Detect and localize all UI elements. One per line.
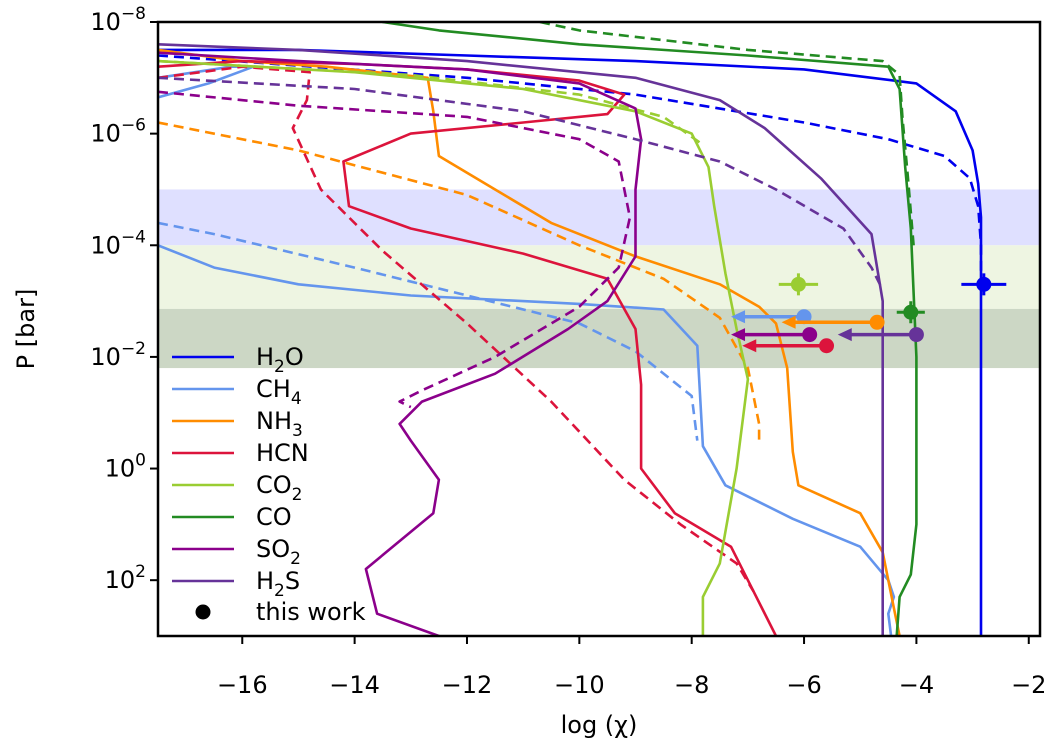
legend-h2o-suffix: O xyxy=(285,343,304,371)
legend-so2-label: SO2 xyxy=(256,535,301,569)
hcn-arrowhead xyxy=(742,339,757,353)
legend-so2-subscript: 2 xyxy=(290,549,301,569)
so2-upper-limit-point xyxy=(802,327,818,343)
legend-nh3-label: NH3 xyxy=(256,407,303,441)
y-tick-label: 100 xyxy=(105,451,146,483)
h2o-measurement-point xyxy=(976,276,992,292)
nh3-upper-limit-point xyxy=(869,314,885,330)
co-dashed-line xyxy=(539,22,915,246)
y-tick-label: 10−6 xyxy=(90,116,146,148)
ch4-solid-line xyxy=(158,244,896,636)
legend-co-label: CO xyxy=(256,503,292,531)
ch4-upper-limit-point xyxy=(796,309,812,325)
h2s-solid-line xyxy=(158,43,884,636)
co2-measurement-point xyxy=(790,276,806,292)
x-tick-label: −14 xyxy=(329,671,380,699)
legend-h2s-label: H2S xyxy=(256,567,300,601)
co-solid-line xyxy=(381,22,918,636)
so2-dashed-line xyxy=(158,90,632,409)
legend-ch4-label: CH4 xyxy=(256,375,302,409)
h2s-dashed-line xyxy=(158,76,884,291)
plot-frame xyxy=(156,20,1042,638)
y-tick-label: 10−4 xyxy=(90,227,146,259)
y-tick-label: 10−8 xyxy=(90,4,146,36)
legend-h2o-subscript: 2 xyxy=(274,357,285,377)
this-work-measurements xyxy=(731,273,1007,354)
h2s-arrowhead xyxy=(837,328,852,342)
x-tick-label: −4 xyxy=(899,671,934,699)
legend-h2s-subscript: 2 xyxy=(274,581,285,601)
legend-co2-label: CO2 xyxy=(256,471,302,505)
h2s-upper-limit-point xyxy=(908,327,924,343)
x-axis-label: log (χ) xyxy=(561,711,638,739)
so2-solid-line xyxy=(158,51,643,636)
co-measurement-point xyxy=(903,304,919,320)
y-tick-exponent: 0 xyxy=(135,451,146,471)
legend-this-work-marker xyxy=(195,604,211,620)
co2-dashed-line xyxy=(158,59,704,146)
y-tick-exponent: −8 xyxy=(121,4,146,24)
band-1 xyxy=(158,189,1040,246)
x-tick-label: −8 xyxy=(674,671,709,699)
legend-nh3-subscript: 3 xyxy=(292,421,303,441)
nh3-arrowhead xyxy=(781,315,796,329)
legend-hcn-label: HCN xyxy=(256,439,309,467)
x-tick-label: −16 xyxy=(217,671,268,699)
h2o-solid-line xyxy=(158,48,983,636)
nh3-solid-line xyxy=(158,48,901,636)
legend-ch4-subscript: 4 xyxy=(291,389,302,409)
y-tick-label: 10−2 xyxy=(90,339,146,371)
legend-this-work-label: this work xyxy=(256,598,366,626)
legend-h2s-suffix: S xyxy=(285,567,300,595)
hcn-upper-limit-point xyxy=(819,338,835,354)
x-tick-label: −6 xyxy=(786,671,821,699)
ch4-arrowhead xyxy=(731,310,746,324)
y-axis-label: P [bar] xyxy=(12,289,40,370)
mixing-ratio-curves xyxy=(158,22,983,636)
band-3 xyxy=(158,308,1040,369)
y-tick-exponent: 2 xyxy=(135,562,146,582)
x-tick-label: −2 xyxy=(1011,671,1046,699)
pressure-bands xyxy=(158,189,1040,369)
hcn-dashed-line xyxy=(158,65,755,592)
ch4-dashed-line xyxy=(158,221,699,441)
y-tick-label: 102 xyxy=(105,562,146,594)
legend-co2-subscript: 2 xyxy=(292,485,303,505)
y-tick-exponent: −4 xyxy=(121,227,146,247)
y-axis-ticks: 10−8 10−6 10−4 10−2 100 102 xyxy=(90,4,158,594)
y-tick-exponent: −6 xyxy=(121,116,146,136)
co2-solid-line xyxy=(158,59,750,636)
so2-arrowhead xyxy=(731,328,746,342)
x-tick-label: −12 xyxy=(442,671,493,699)
x-axis-ticks: −16 −14 −12 −10 −8 −6 −4 −2 xyxy=(217,636,1046,699)
y-tick-exponent: −2 xyxy=(121,339,146,359)
x-tick-label: −10 xyxy=(554,671,605,699)
nh3-dashed-line xyxy=(158,121,761,441)
